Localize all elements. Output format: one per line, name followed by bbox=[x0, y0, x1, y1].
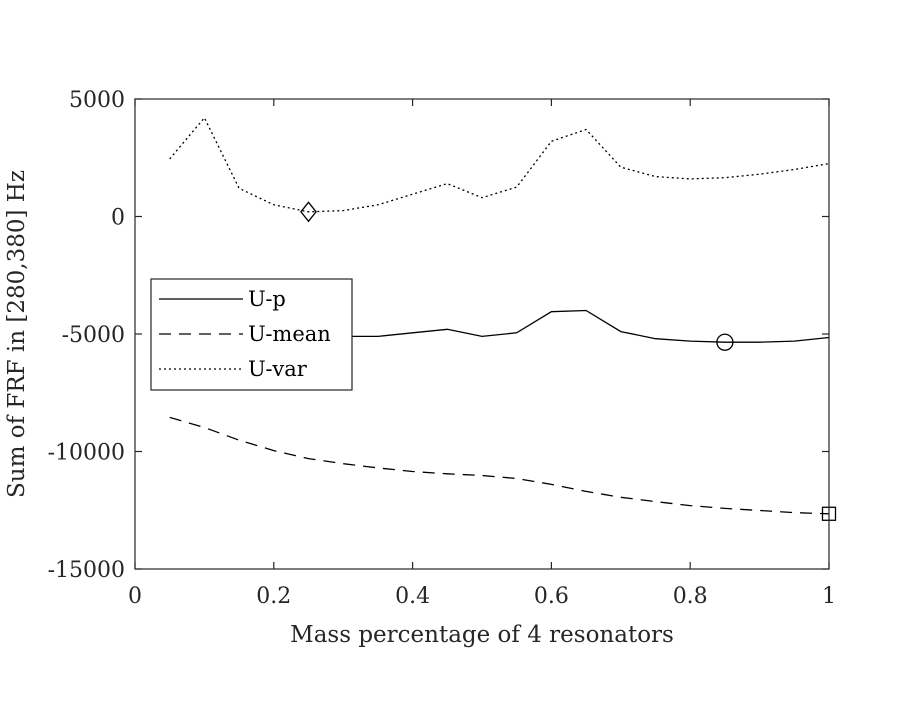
legend: U-p U-mean U-var bbox=[150, 278, 353, 391]
series-line-u-var bbox=[169, 116, 830, 213]
y-tick-label: 0 bbox=[111, 206, 125, 231]
marker-diamond bbox=[300, 201, 317, 223]
marker-circle bbox=[716, 333, 734, 351]
x-tick-label: 0 bbox=[128, 584, 142, 609]
y-axis-label: Sum of FRF in [280,380] Hz bbox=[4, 170, 30, 498]
legend-label: U-mean bbox=[248, 322, 331, 346]
x-tick-label: 0.8 bbox=[673, 584, 708, 609]
x-tick-label: 0.6 bbox=[534, 584, 569, 609]
x-axis-label: Mass percentage of 4 resonators bbox=[290, 622, 674, 648]
y-tick-label: -10000 bbox=[48, 441, 125, 466]
y-tick-label: -5000 bbox=[62, 323, 125, 348]
y-tick-label: -15000 bbox=[48, 558, 125, 583]
legend-label: U-p bbox=[248, 287, 286, 311]
tick-layer: 0 0.2 0.4 0.6 0.8 1 5000 0 -5000 -10000 -15000 bbox=[48, 88, 836, 609]
legend-label: U-var bbox=[248, 357, 308, 381]
x-tick-label: 1 bbox=[822, 584, 836, 609]
x-tick-label: 0.4 bbox=[395, 584, 430, 609]
y-tick-label: 5000 bbox=[69, 88, 125, 113]
x-tick-label: 0.2 bbox=[256, 584, 291, 609]
